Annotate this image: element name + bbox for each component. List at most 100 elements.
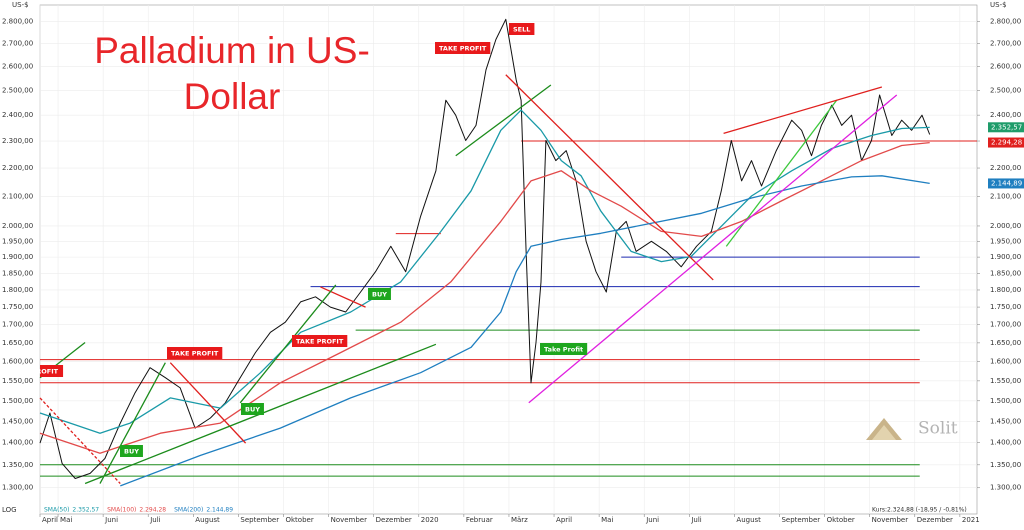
- signal-box: [435, 42, 491, 54]
- value-box-label: 2.144,89: [991, 179, 1022, 187]
- y-tick-label: 2.300,00: [2, 137, 33, 145]
- y-tick-label: 2.100,00: [990, 192, 1021, 200]
- y-tick-label: 2.500,00: [990, 86, 1021, 94]
- trendline: [169, 362, 247, 444]
- signal: Take Profit: [540, 343, 588, 355]
- y-tick-label: 1.750,00: [990, 303, 1021, 311]
- x-tick-label: Juli: [690, 516, 701, 524]
- signal-box: [540, 343, 588, 355]
- y-tick-label: 1.300,00: [990, 484, 1021, 492]
- y-tick-label: 2.400,00: [2, 111, 33, 119]
- unit-right: US-$: [990, 1, 1007, 9]
- value-box: [988, 178, 1024, 189]
- y-tick-label: 1.700,00: [990, 321, 1021, 329]
- signal: BUY: [368, 288, 391, 300]
- plot-area: [39, 4, 978, 515]
- x-tick-label: April: [556, 516, 572, 524]
- x-tick-label: Mai: [601, 516, 613, 524]
- signal: PROFIT: [31, 365, 64, 377]
- x-tick-label: Oktober: [285, 516, 313, 524]
- signal-label: BUY: [372, 291, 387, 299]
- value-box-label: 2.352,57: [991, 123, 1022, 131]
- signal-box: [292, 335, 348, 347]
- y-tick-label: 2.800,00: [990, 17, 1021, 25]
- y-tick-label: 1.750,00: [2, 303, 33, 311]
- series-line: [120, 175, 930, 487]
- x-tick-label: August: [195, 516, 220, 524]
- y-tick-label: 1.550,00: [2, 377, 33, 385]
- x-tick-label: April: [42, 516, 58, 524]
- y-tick-label: 2.500,00: [2, 86, 33, 94]
- y-tick-label: 1.500,00: [990, 397, 1021, 405]
- y-tick-label: 1.350,00: [2, 461, 33, 469]
- trendline: [99, 362, 166, 484]
- legend-name: SMA(200): [174, 507, 203, 514]
- y-tick-label: 1.300,00: [2, 484, 33, 492]
- x-tick-label: Juni: [645, 516, 659, 524]
- signal-label: BUY: [245, 406, 260, 414]
- logo: Solit: [866, 418, 958, 440]
- signal-box: [120, 445, 143, 457]
- y-tick-label: 1.600,00: [2, 358, 33, 366]
- y-tick-label: 1.450,00: [990, 417, 1021, 425]
- series-line: [39, 109, 930, 434]
- signal-box: [167, 347, 223, 359]
- legend-name: SMA(100): [107, 507, 136, 514]
- levels: [40, 140, 977, 477]
- unit-left: US-$: [12, 1, 29, 9]
- y-tick-label: 2.800,00: [2, 17, 33, 25]
- chart-title: Palladium in US-Dollar: [94, 30, 370, 117]
- trendline: [320, 286, 366, 308]
- trendline: [455, 84, 552, 157]
- y-tick-label: 1.700,00: [2, 321, 33, 329]
- x-tick-label: August: [736, 516, 761, 524]
- y-tick-label: 1.950,00: [2, 237, 33, 245]
- signal-label: Take Profit: [544, 346, 583, 354]
- signal-label: TAKE PROFIT: [296, 338, 344, 346]
- x-tick-label: Dezember: [376, 516, 412, 524]
- y-tick-label: 2.200,00: [990, 164, 1021, 172]
- y-tick-label: 1.850,00: [2, 269, 33, 277]
- x-tick-label: Dezember: [917, 516, 953, 524]
- signal: BUY: [241, 403, 264, 415]
- value-box-label: 2.294,28: [991, 139, 1022, 147]
- y-tick-label: 2.200,00: [2, 164, 33, 172]
- y-tick-label: 2.600,00: [2, 63, 33, 71]
- legend-value: 2.144,89: [206, 507, 233, 514]
- signal-box: [368, 288, 391, 300]
- trendline: [39, 397, 121, 484]
- y-tick-label: 1.550,00: [990, 377, 1021, 385]
- y-tick-label: 2.100,00: [2, 192, 33, 200]
- y-tick-label: 1.450,00: [2, 417, 33, 425]
- labels: 1.300,00 1.300,00 1.350,00 1.350,00 1.400,00…: [2, 17, 1024, 524]
- trendline: [239, 284, 337, 404]
- y-tick-label: 2.700,00: [2, 40, 33, 48]
- trendline: [723, 86, 883, 135]
- legend-name: SMA(50): [44, 507, 69, 514]
- value-box: [988, 122, 1024, 133]
- y-tick-label: 2.000,00: [2, 222, 33, 230]
- logo-text: Solit: [918, 419, 958, 439]
- x-tick-label: 2021: [962, 516, 980, 524]
- series: [39, 18, 931, 487]
- trendline: [505, 74, 714, 281]
- legend-value: 2.294,28: [139, 507, 166, 514]
- trendline: [528, 94, 898, 404]
- price-label: Kurs:2.324,88 (-18,95 / -0,81%): [872, 507, 967, 514]
- scale-label: LOG: [2, 506, 17, 514]
- y-tick-label: 1.400,00: [2, 439, 33, 447]
- y-tick-label: 1.650,00: [2, 339, 33, 347]
- y-tick-label: 1.800,00: [990, 286, 1021, 294]
- y-tick-label: 2.600,00: [990, 63, 1021, 71]
- signal-label: PROFIT: [31, 368, 58, 376]
- x-tick-label: November: [331, 516, 368, 524]
- y-tick-label: 1.900,00: [2, 253, 33, 261]
- logo-icon: [872, 425, 896, 440]
- y-tick-label: 1.800,00: [2, 286, 33, 294]
- x-tick-label: November: [872, 516, 909, 524]
- signal: SELL: [509, 23, 535, 35]
- x-tick-label: September: [240, 516, 279, 524]
- y-tick-label: 1.350,00: [990, 461, 1021, 469]
